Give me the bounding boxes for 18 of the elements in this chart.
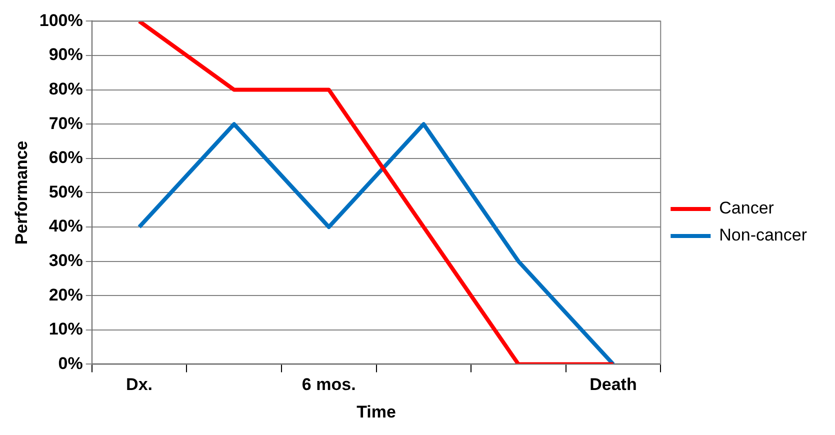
- y-tick-label: 90%: [48, 45, 83, 64]
- y-tick-label: 80%: [48, 79, 83, 98]
- x-axis-title: Time: [356, 402, 396, 422]
- y-tick-label: 30%: [48, 250, 83, 270]
- x-tick-label: Death: [590, 375, 637, 394]
- x-tick-label: Dx.: [126, 375, 153, 394]
- legend-label: Non-cancer: [719, 226, 808, 245]
- y-tick-label: 50%: [48, 182, 83, 202]
- y-tick-label: 10%: [48, 320, 83, 339]
- y-tick-label: 0%: [58, 354, 83, 373]
- y-tick-label: 100%: [39, 10, 83, 30]
- y-tick-label: 20%: [48, 285, 83, 304]
- x-tick-label: 6 mos.: [302, 375, 356, 394]
- y-tick-label: 60%: [48, 148, 83, 168]
- y-axis-title: Performance: [12, 140, 31, 245]
- y-tick-label: 40%: [48, 216, 83, 236]
- y-tick-label: 70%: [48, 114, 83, 133]
- legend-label: Cancer: [719, 198, 774, 218]
